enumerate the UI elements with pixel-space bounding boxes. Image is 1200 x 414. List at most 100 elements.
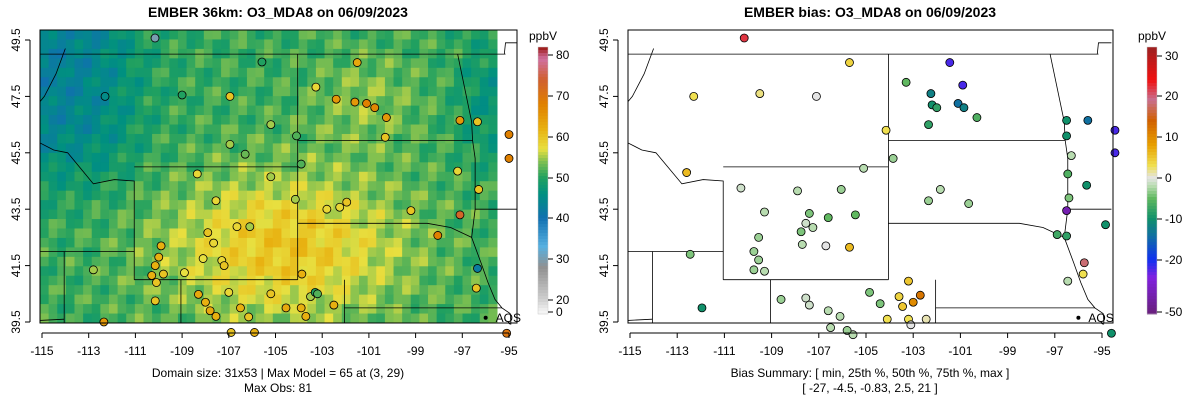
grid-cell	[290, 58, 300, 69]
state-borders	[40, 42, 517, 323]
grid-cell	[402, 247, 412, 258]
grid-cell	[40, 247, 50, 258]
grid-cell	[134, 143, 144, 154]
grid-cell	[341, 171, 351, 182]
grid-cell	[428, 39, 438, 50]
grid-cell	[246, 237, 257, 248]
colorbar-segment	[538, 74, 548, 78]
grid-cell	[479, 133, 489, 144]
grid-cell	[108, 124, 119, 135]
grid-cell	[40, 190, 50, 201]
grid-cell	[367, 247, 377, 258]
grid-cell	[264, 275, 274, 286]
grid-cell	[57, 152, 67, 163]
grid-cell	[410, 256, 420, 267]
colorbar-segment	[1147, 296, 1157, 300]
colorbar-tick-label: 30	[1165, 49, 1179, 63]
grid-cell	[117, 115, 127, 126]
grid-cell	[462, 275, 472, 286]
grid-cell	[203, 219, 213, 229]
grid-cell	[160, 58, 170, 69]
grid-cell	[160, 275, 170, 286]
grid-cell	[221, 152, 231, 163]
colorbar-segment	[1147, 50, 1157, 54]
grid-cell	[246, 190, 257, 201]
grid-cell	[333, 219, 343, 229]
grid-cell	[350, 143, 360, 154]
grid-cell	[350, 247, 360, 258]
grid-cell	[100, 209, 110, 220]
grid-cell	[298, 124, 308, 135]
x-tick-label: -115	[618, 344, 641, 358]
grid-cell	[290, 30, 300, 40]
grid-cell	[160, 294, 170, 305]
grid-cell	[324, 162, 334, 173]
grid-cell	[272, 124, 282, 135]
grid-cell	[324, 200, 334, 211]
grid-cell	[160, 133, 170, 144]
grid-cell	[393, 105, 403, 116]
grid-cell	[488, 209, 498, 220]
colorbar-segment	[1147, 179, 1157, 183]
grid-cell	[350, 256, 360, 267]
grid-cell	[74, 200, 84, 211]
grid-cell	[57, 162, 67, 173]
station-marker	[915, 290, 925, 300]
grid-cell	[436, 86, 446, 97]
grid-cell	[393, 133, 403, 144]
grid-cell	[74, 96, 84, 107]
station-marker	[473, 264, 482, 273]
grid-cell	[91, 39, 101, 50]
grid-cell	[324, 219, 334, 229]
station-marker	[250, 328, 259, 337]
grid-cell	[117, 228, 127, 239]
state-border	[1096, 42, 1112, 55]
grid-cell	[57, 105, 67, 116]
aqs-site-dot	[1076, 315, 1081, 320]
grid-cell	[453, 124, 464, 135]
grid-cell	[91, 124, 101, 135]
grid-cell	[143, 77, 153, 88]
grid-cell	[100, 275, 110, 286]
grid-cell	[134, 209, 144, 220]
grid-cell	[445, 152, 455, 163]
grid-cell	[48, 228, 58, 239]
grid-cell	[350, 200, 360, 211]
grid-cell	[376, 294, 386, 305]
grid-cell	[324, 86, 334, 97]
grid-cell	[152, 171, 162, 182]
colorbar-segment	[1147, 59, 1157, 63]
station-marker	[504, 154, 514, 163]
grid-cell	[186, 30, 196, 40]
grid-cell	[238, 30, 248, 40]
grid-cell	[384, 209, 395, 220]
grid-cell	[83, 181, 93, 192]
grid-cell	[177, 256, 188, 267]
grid-cell	[307, 124, 317, 135]
colorbar-segment	[1147, 137, 1157, 141]
grid-cell	[65, 256, 75, 267]
colorbar-segment	[538, 71, 548, 75]
grid-cell	[48, 190, 58, 201]
grid-cell	[108, 256, 119, 267]
colorbar-segment	[538, 257, 548, 261]
grid-cell	[152, 58, 162, 69]
grid-cell	[177, 124, 188, 135]
colorbar-segment	[1147, 251, 1157, 255]
grid-cell	[471, 313, 481, 324]
grid-cell	[315, 313, 326, 324]
grid-cell	[246, 124, 257, 135]
grid-cell	[100, 96, 110, 107]
grid-cell	[186, 152, 196, 163]
grid-cell	[290, 152, 300, 163]
grid-cell	[160, 181, 170, 192]
grid-cell	[117, 96, 127, 107]
grid-cell	[117, 266, 127, 277]
x-tick-label: -103	[901, 344, 925, 358]
grid-cell	[91, 86, 101, 97]
grid-cell	[281, 190, 291, 201]
grid-cell	[393, 219, 403, 229]
grid-cell	[445, 181, 455, 192]
grid-cell	[428, 294, 438, 305]
grid-cell	[74, 209, 84, 220]
